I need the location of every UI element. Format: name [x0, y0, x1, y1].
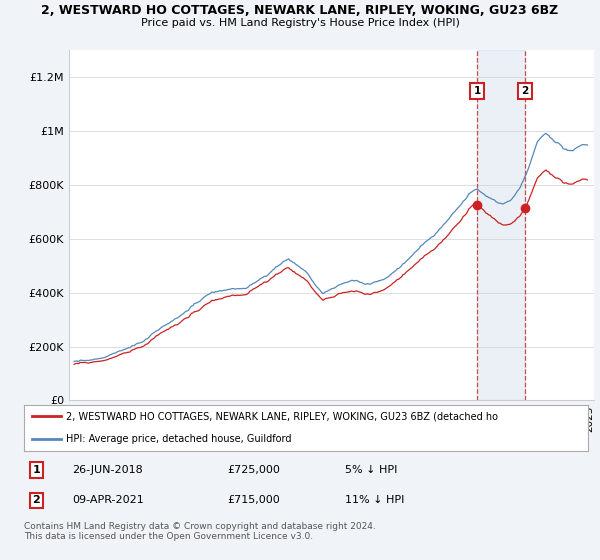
Text: 1: 1	[32, 465, 40, 475]
Text: 26-JUN-2018: 26-JUN-2018	[72, 465, 143, 475]
Text: £715,000: £715,000	[227, 496, 280, 506]
Text: HPI: Average price, detached house, Guildford: HPI: Average price, detached house, Guil…	[66, 435, 292, 444]
Text: 2: 2	[521, 86, 529, 96]
Text: 2, WESTWARD HO COTTAGES, NEWARK LANE, RIPLEY, WOKING, GU23 6BZ (detached ho: 2, WESTWARD HO COTTAGES, NEWARK LANE, RI…	[66, 412, 499, 421]
Text: £725,000: £725,000	[227, 465, 280, 475]
Text: 09-APR-2021: 09-APR-2021	[72, 496, 143, 506]
Bar	[477, 50, 525, 400]
Text: 5% ↓ HPI: 5% ↓ HPI	[346, 465, 398, 475]
Text: 1: 1	[473, 86, 481, 96]
Text: 2: 2	[32, 496, 40, 506]
Text: 2, WESTWARD HO COTTAGES, NEWARK LANE, RIPLEY, WOKING, GU23 6BZ: 2, WESTWARD HO COTTAGES, NEWARK LANE, RI…	[41, 4, 559, 17]
Text: Contains HM Land Registry data © Crown copyright and database right 2024.
This d: Contains HM Land Registry data © Crown c…	[24, 522, 376, 542]
Text: Price paid vs. HM Land Registry's House Price Index (HPI): Price paid vs. HM Land Registry's House …	[140, 18, 460, 28]
Text: 11% ↓ HPI: 11% ↓ HPI	[346, 496, 405, 506]
